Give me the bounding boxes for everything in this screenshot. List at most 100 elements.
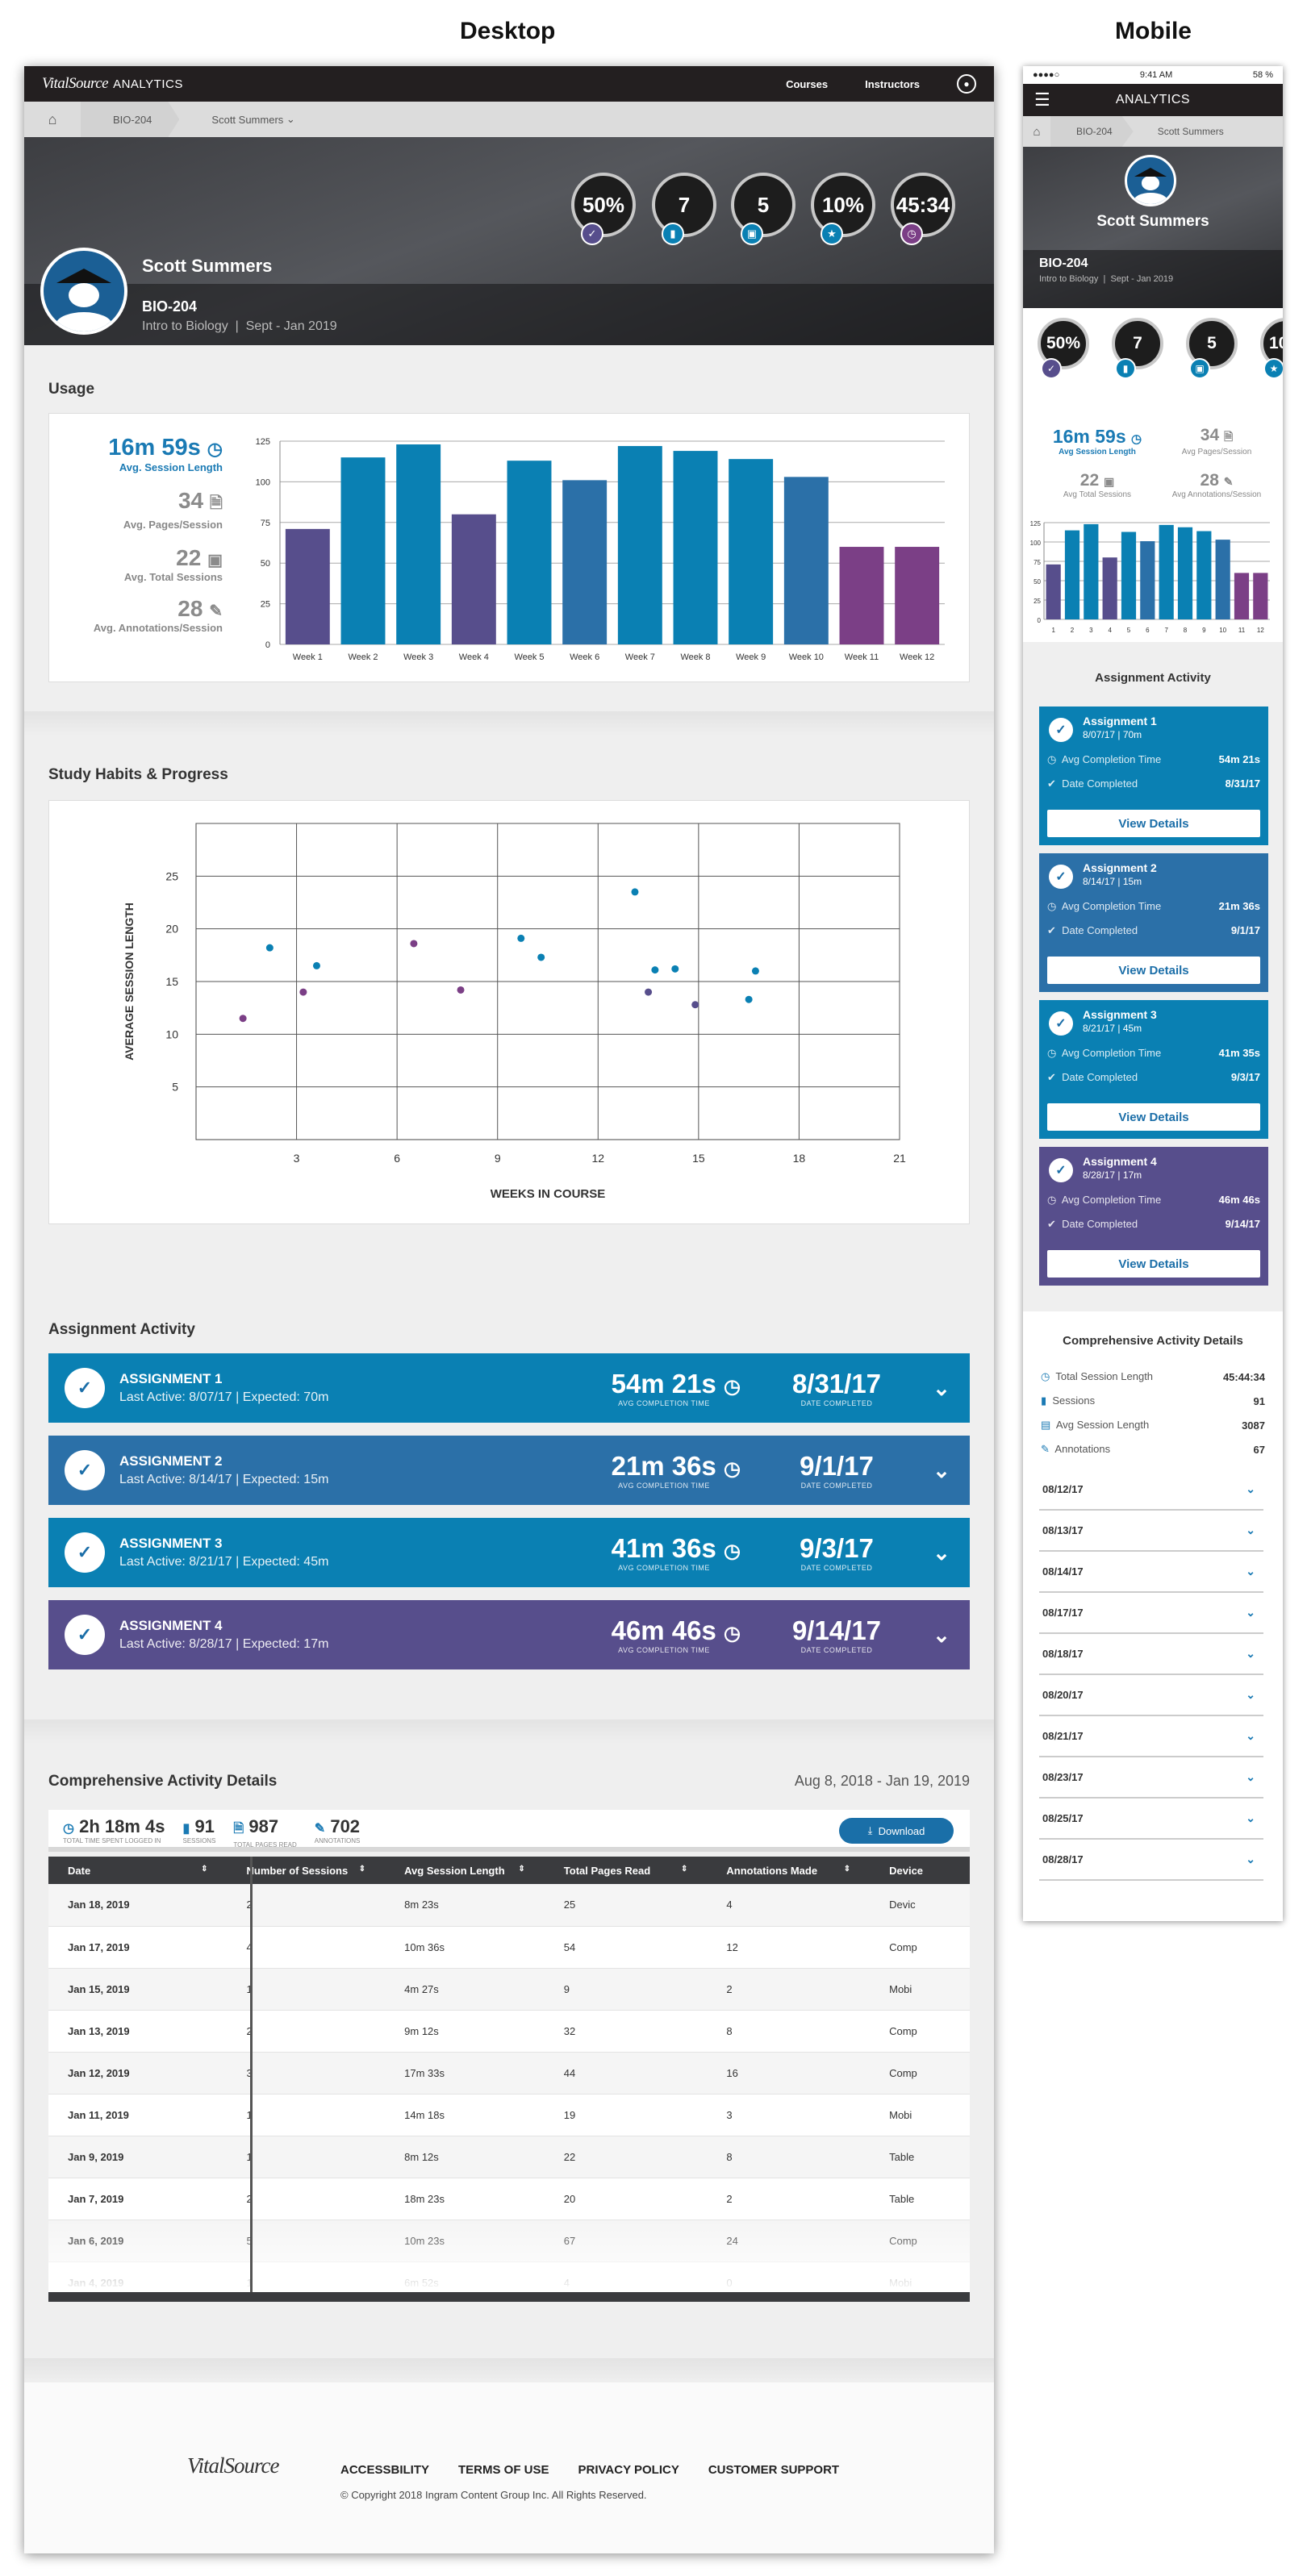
bar[interactable]: [1046, 564, 1061, 619]
activity-date-row[interactable]: 08/17/17 ⌄: [1039, 1593, 1263, 1634]
view-details-button[interactable]: View Details: [1047, 1103, 1260, 1131]
assignment-row[interactable]: ✓ ASSIGNMENT 3 Last Active: 8/21/17 | Expe…: [48, 1518, 970, 1587]
bar[interactable]: [673, 451, 718, 644]
bar[interactable]: [729, 459, 774, 644]
breadcrumb-student[interactable]: Scott Summers ⌄: [179, 102, 322, 137]
sort-icon[interactable]: ⇕: [358, 1864, 366, 1874]
scatter-point[interactable]: [745, 995, 753, 1003]
user-icon[interactable]: ●: [957, 74, 976, 94]
chevron-down-icon[interactable]: ⌄: [1246, 1524, 1255, 1536]
scatter-point[interactable]: [751, 967, 759, 975]
sort-icon[interactable]: ⇕: [518, 1864, 525, 1874]
bar[interactable]: [1196, 531, 1212, 619]
column-header[interactable]: Total Pages Read ⇕: [544, 1857, 708, 1884]
activity-date-row[interactable]: 08/28/17 ⌄: [1039, 1840, 1263, 1881]
footer-link[interactable]: TERMS OF USE: [458, 2463, 549, 2477]
sort-icon[interactable]: ⇕: [681, 1864, 688, 1874]
footer-link[interactable]: CUSTOMER SUPPORT: [708, 2463, 840, 2477]
view-details-button[interactable]: View Details: [1047, 1250, 1260, 1278]
scatter-point[interactable]: [265, 944, 274, 952]
scatter-point[interactable]: [671, 965, 679, 973]
chevron-down-icon[interactable]: ⌄: [933, 1375, 950, 1400]
bar[interactable]: [285, 528, 330, 644]
bar[interactable]: [562, 480, 608, 644]
breadcrumb-course[interactable]: BIO-204: [81, 102, 179, 137]
bar[interactable]: [451, 514, 496, 644]
column-header[interactable]: Number of Sessions ⇕: [227, 1857, 386, 1884]
column-header[interactable]: Device: [870, 1857, 970, 1884]
nav-link-instructors[interactable]: Instructors: [865, 77, 920, 90]
hamburger-icon[interactable]: ☰: [1034, 90, 1051, 110]
bar[interactable]: [1121, 531, 1137, 619]
activity-date-row[interactable]: 08/23/17 ⌄: [1039, 1757, 1263, 1799]
view-details-button[interactable]: View Details: [1047, 810, 1260, 837]
bar[interactable]: [340, 457, 386, 644]
chevron-down-icon[interactable]: ⌄: [1246, 1482, 1255, 1495]
activity-date-row[interactable]: 08/14/17 ⌄: [1039, 1552, 1263, 1593]
column-header[interactable]: Date ⇕: [48, 1857, 228, 1884]
activity-date-row[interactable]: 08/18/17 ⌄: [1039, 1634, 1263, 1675]
activity-date-row[interactable]: 08/21/17 ⌄: [1039, 1716, 1263, 1757]
chevron-down-icon[interactable]: ⌄: [1246, 1729, 1255, 1742]
bar[interactable]: [1177, 527, 1193, 619]
scatter-point[interactable]: [239, 1015, 247, 1023]
footer-link[interactable]: ACCESSBILITY: [340, 2463, 430, 2477]
logo[interactable]: VitalSource: [42, 75, 109, 92]
bar[interactable]: [507, 461, 552, 644]
breadcrumb-student[interactable]: Scott Summers: [1157, 126, 1224, 137]
chevron-down-icon[interactable]: ⌄: [1246, 1853, 1255, 1865]
scatter-point[interactable]: [651, 966, 659, 974]
bar[interactable]: [1159, 524, 1174, 619]
column-header[interactable]: Avg Session Length ⇕: [385, 1857, 545, 1884]
download-button[interactable]: ⤓ Download: [839, 1818, 954, 1844]
bar[interactable]: [783, 477, 829, 644]
chevron-down-icon[interactable]: ⌄: [933, 1622, 950, 1647]
scatter-point[interactable]: [457, 986, 465, 994]
activity-date-row[interactable]: 08/13/17 ⌄: [1039, 1511, 1263, 1552]
scatter-point[interactable]: [645, 988, 653, 996]
scatter-point[interactable]: [312, 961, 320, 969]
bar[interactable]: [617, 446, 662, 644]
nav-link-courses[interactable]: Courses: [786, 77, 829, 90]
assignment-row[interactable]: ✓ ASSIGNMENT 4 Last Active: 8/28/17 | Expe…: [48, 1600, 970, 1669]
chevron-down-icon[interactable]: ⌄: [1246, 1565, 1255, 1578]
bar[interactable]: [839, 547, 884, 644]
bar[interactable]: [1102, 557, 1117, 619]
bar[interactable]: [895, 547, 940, 644]
bar[interactable]: [1064, 530, 1080, 619]
footer-link[interactable]: PRIVACY POLICY: [578, 2463, 679, 2477]
view-details-button[interactable]: View Details: [1047, 957, 1260, 984]
chevron-down-icon[interactable]: ⌄: [1246, 1688, 1255, 1701]
scatter-point[interactable]: [410, 940, 418, 948]
bar[interactable]: [1253, 573, 1268, 619]
home-icon[interactable]: ⌂: [1033, 124, 1041, 139]
assignment-row[interactable]: ✓ ASSIGNMENT 1 Last Active: 8/07/17 | Expe…: [48, 1353, 970, 1423]
chevron-down-icon[interactable]: ⌄: [1246, 1606, 1255, 1619]
sort-icon[interactable]: ⇕: [201, 1864, 208, 1874]
bar[interactable]: [1234, 573, 1250, 619]
chevron-down-icon[interactable]: ⌄: [933, 1540, 950, 1565]
footer-logo[interactable]: VitalSource: [187, 2453, 279, 2478]
activity-date-row[interactable]: 08/20/17 ⌄: [1039, 1675, 1263, 1716]
activity-date-row[interactable]: 08/12/17 ⌄: [1039, 1469, 1263, 1511]
column-header[interactable]: Annotations Made ⇕: [707, 1857, 871, 1884]
scatter-point[interactable]: [631, 888, 639, 896]
sort-icon[interactable]: ⇕: [843, 1864, 851, 1874]
chevron-down-icon[interactable]: ⌄: [1246, 1770, 1255, 1783]
activity-date-row[interactable]: 08/25/17 ⌄: [1039, 1799, 1263, 1840]
bar[interactable]: [396, 444, 441, 644]
chevron-down-icon[interactable]: ⌄: [1246, 1811, 1255, 1824]
assignment-row[interactable]: ✓ ASSIGNMENT 2 Last Active: 8/14/17 | Expe…: [48, 1436, 970, 1505]
chevron-down-icon[interactable]: ⌄: [933, 1457, 950, 1482]
breadcrumb-course[interactable]: BIO-204: [1050, 116, 1134, 147]
scatter-point[interactable]: [299, 988, 307, 996]
home-icon[interactable]: ⌂: [48, 110, 57, 127]
chevron-down-icon[interactable]: ⌄: [1246, 1647, 1255, 1660]
